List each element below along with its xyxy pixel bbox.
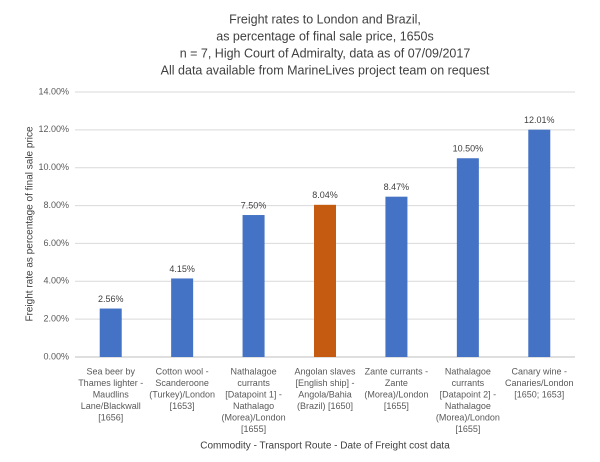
x-tick-label: Zante currants - — [365, 366, 429, 376]
x-tick-label: currants — [237, 378, 270, 388]
chart-title: Freight rates to London and Brazil, — [229, 12, 421, 26]
x-tick-label: Maudlins — [93, 389, 130, 399]
y-tick-label: 8.00% — [43, 200, 69, 210]
x-tick-label: Canaries/London — [505, 378, 574, 388]
x-tick-label: [1655] — [455, 424, 480, 434]
x-tick-label: Nathalagoe — [445, 401, 491, 411]
x-tick-label: (Morea)/London — [436, 412, 500, 422]
x-tick-label: [1653] — [170, 401, 195, 411]
x-tick-label: Nathalagoe — [231, 366, 277, 376]
y-tick-label: 2.00% — [43, 314, 69, 324]
x-tick-label: Nathalagoe — [445, 366, 491, 376]
data-label: 7.50% — [241, 200, 267, 210]
y-tick-label: 14.00% — [38, 86, 69, 96]
x-tick-label: Lane/Blackwall — [81, 401, 141, 411]
y-tick-label: 0.00% — [43, 351, 69, 361]
bar — [528, 129, 551, 357]
x-tick-label: Cotton wool - — [156, 366, 209, 376]
y-tick-label: 6.00% — [43, 238, 69, 248]
x-tick-label: Sea beer by — [86, 366, 135, 376]
y-tick-label: 10.00% — [38, 162, 69, 172]
x-tick-label: [1655] — [384, 401, 409, 411]
chart-title: All data available from MarineLives proj… — [161, 63, 490, 77]
y-tick-label: 4.00% — [43, 276, 69, 286]
x-tick-label: Thames lighter - — [78, 378, 143, 388]
x-tick-label: (Morea)/London — [222, 412, 286, 422]
x-axis-title: Commodity - Transport Route - Date of Fr… — [200, 441, 450, 452]
x-tick-label: currants — [452, 378, 485, 388]
y-tick-label: 12.00% — [38, 124, 69, 134]
bar — [385, 196, 408, 357]
x-tick-label: (Brazil) [1650] — [297, 401, 353, 411]
data-label: 12.01% — [524, 115, 555, 125]
x-tick-label: [English ship] - — [295, 378, 354, 388]
chart-title: n = 7, High Court of Admiralty, data as … — [180, 46, 471, 60]
bar — [242, 215, 265, 357]
data-label: 10.50% — [453, 144, 484, 154]
x-tick-label: Zante — [385, 378, 408, 388]
x-tick-label: (Turkey)/London — [149, 389, 215, 399]
bar — [314, 204, 336, 357]
bar — [99, 308, 122, 357]
x-tick-label: Angolan slaves — [294, 366, 356, 376]
x-tick-label: Canary wine - — [512, 366, 568, 376]
x-tick-label: [1656] — [98, 412, 123, 422]
x-tick-label: [Datapoint 1] - — [225, 389, 282, 399]
x-tick-label: Nathalago — [233, 401, 274, 411]
x-tick-label: (Morea)/London — [364, 389, 428, 399]
x-tick-label: [1655] — [241, 424, 266, 434]
x-tick-label: Angola/Bahia — [298, 389, 352, 399]
y-axis-title: Freight rate as percentage of final sale… — [25, 126, 36, 322]
data-label: 8.47% — [384, 182, 410, 192]
bar — [171, 278, 194, 357]
x-tick-label: Scanderoone — [155, 378, 209, 388]
data-label: 2.56% — [98, 294, 124, 304]
x-tick-label: [1650; 1653] — [514, 389, 564, 399]
data-label: 8.04% — [312, 190, 338, 200]
chart-title: as percentage of final sale price, 1650s — [216, 29, 434, 43]
bar — [456, 158, 479, 357]
x-tick-label: [Datapoint 2] - — [440, 389, 497, 399]
data-label: 4.15% — [169, 264, 195, 274]
